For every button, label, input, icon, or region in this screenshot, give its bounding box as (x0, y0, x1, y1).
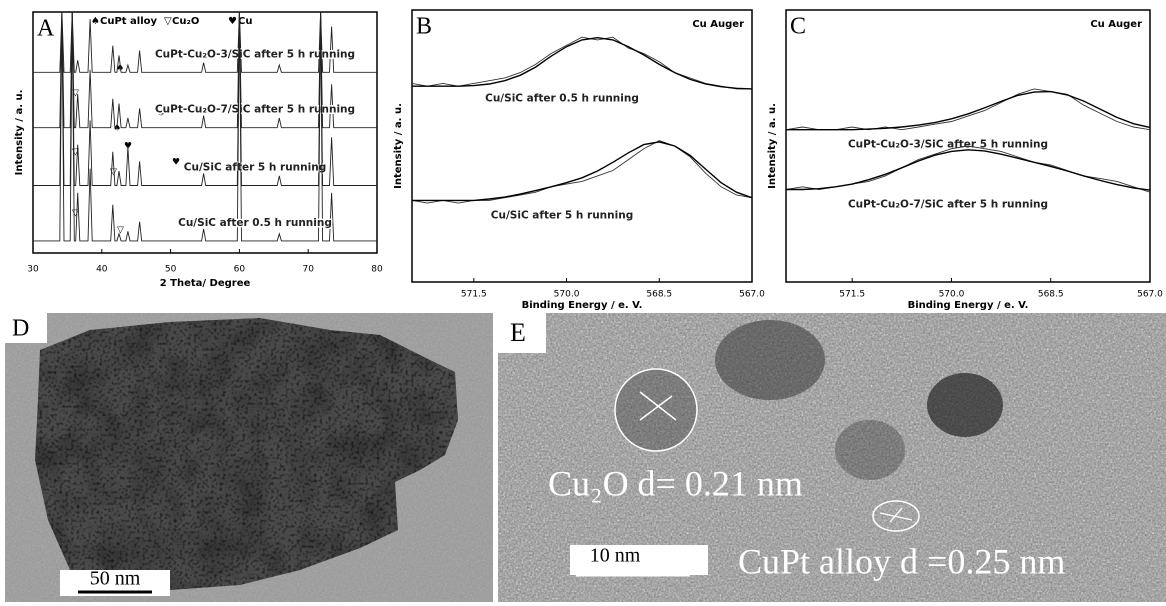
x-tick-label: 567.0 (1137, 290, 1163, 300)
crystal-circle (615, 369, 697, 451)
legend-label: Cu₂O (172, 16, 199, 27)
fit-line (786, 150, 1150, 190)
x-tick-label: 570.0 (939, 290, 965, 300)
scale-bar-label: 10 nm (590, 545, 641, 567)
annotation: Cu Auger (692, 19, 744, 30)
image-annotation: Cu₂O d= 0.21 nm (548, 463, 803, 503)
panel-label: A (37, 16, 55, 42)
x-tick-label: 60 (234, 265, 246, 275)
panel-label: D (12, 316, 29, 342)
x-axis-label: Binding Energy / e. V. (908, 300, 1029, 311)
data-line (33, 12, 377, 241)
fit-line (412, 142, 752, 201)
data-line (786, 146, 1150, 192)
panel-label: B (416, 14, 432, 40)
fit-line (412, 38, 752, 89)
scale-bar-label: 50 nm (90, 568, 141, 590)
legend-symbol: ♥ (228, 16, 237, 27)
legend-symbol: ♠ (91, 16, 100, 27)
y-axis-label: Intensity / a. u. (14, 90, 25, 176)
series-label: Cu/SiC after 5 h running (491, 209, 633, 221)
y-axis-label: Intensity / a. u. (393, 103, 404, 189)
x-tick-label: 80 (371, 265, 383, 275)
x-tick-label: 571.5 (839, 290, 865, 300)
annotation: Cu Auger (1090, 19, 1142, 30)
x-tick-label: 30 (27, 265, 39, 275)
particle (835, 420, 905, 480)
image-d: D 50 nm (5, 313, 493, 602)
particle (927, 373, 1003, 437)
series-label: Cu/SiC after 0.5 h running (178, 217, 332, 229)
x-tick-label: 70 (302, 265, 314, 275)
peak-symbol: ♥ (172, 158, 180, 168)
legend-label: CuPt alloy (100, 16, 158, 27)
x-tick-label: 567.0 (739, 290, 765, 300)
legend-symbol: ▽ (164, 16, 172, 27)
series-label: CuPt-Cu₂O-3/SiC after 5 h running (155, 48, 355, 60)
y-axis-label: Intensity / a. u. (767, 103, 778, 189)
peak-symbol: ▽ (72, 209, 79, 219)
data-line (33, 12, 377, 72)
particle (715, 320, 825, 400)
data-line (33, 12, 377, 186)
series-label: Cu/SiC after 0.5 h running (485, 92, 639, 104)
series-label: CuPt-Cu₂O-7/SiC after 5 h running (155, 104, 355, 116)
plot-frame (412, 10, 752, 282)
x-tick-label: 50 (165, 265, 177, 275)
panel-label: C (790, 14, 806, 40)
x-tick-label: 40 (96, 265, 108, 275)
panel-label: E (510, 318, 526, 347)
x-tick-label: 570.0 (554, 290, 580, 300)
x-axis-label: 2 Theta/ Degree (160, 278, 251, 289)
series-label: CuPt-Cu₂O-3/SiC after 5 h running (848, 139, 1048, 151)
data-line (412, 37, 752, 89)
x-axis-label: Binding Energy / e. V. (522, 300, 643, 311)
x-tick-label: 568.5 (646, 290, 672, 300)
x-tick-label: 568.5 (1038, 290, 1064, 300)
image-annotation: CuPt alloy d =0.25 nm (738, 541, 1065, 581)
x-tick-label: 571.5 (461, 290, 487, 300)
series-label: CuPt-Cu₂O-7/SiC after 5 h running (848, 199, 1048, 211)
figure: D 50 nm E Cu₂O d= 0.21 nm CuPt alloy d =… (0, 0, 1166, 602)
series-label: Cu/SiC after 5 h running (184, 162, 326, 174)
data-line (786, 89, 1150, 130)
peak-symbol: ▽ (117, 226, 124, 236)
data-line (412, 141, 752, 204)
